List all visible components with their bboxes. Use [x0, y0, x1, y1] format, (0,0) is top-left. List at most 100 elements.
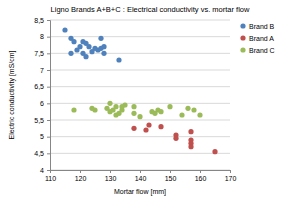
- tick-label: 120: [75, 175, 87, 182]
- tick: 6: [40, 100, 50, 107]
- point: [77, 44, 82, 49]
- point: [188, 144, 193, 149]
- point: [131, 104, 136, 109]
- tick-mark: [230, 170, 231, 173]
- point: [116, 57, 121, 62]
- grid-line: [50, 120, 230, 121]
- point: [143, 127, 148, 132]
- series: [131, 122, 217, 154]
- grid-line: [50, 36, 230, 37]
- tick-label: 130: [105, 175, 117, 182]
- point: [167, 104, 172, 109]
- tick-label: 8: [40, 33, 44, 40]
- point: [68, 51, 73, 56]
- y-axis: 4 4,5 5 5,5 6 6,5 7 7,5 8 8,5: [34, 17, 50, 174]
- point: [98, 36, 103, 41]
- point: [86, 44, 91, 49]
- tick-mark: [47, 53, 50, 54]
- tick-mark: [80, 170, 81, 173]
- tick-mark: [47, 170, 50, 171]
- point: [122, 102, 127, 107]
- grid-line: [50, 86, 230, 87]
- point: [191, 107, 196, 112]
- grid-line: [50, 136, 230, 137]
- tick-label: 8,5: [34, 17, 44, 24]
- y-axis-title: Electric conductivity [mS/cm]: [8, 50, 16, 139]
- background: [0, 0, 300, 200]
- tick-label: 150: [165, 175, 177, 182]
- tick-mark: [47, 70, 50, 71]
- point: [197, 112, 202, 117]
- point: [113, 104, 118, 109]
- point: [212, 149, 217, 154]
- point: [146, 122, 151, 127]
- point: [131, 111, 136, 116]
- title: Ligno Brands A+B+C : Electrical conducti…: [51, 5, 250, 14]
- tick: 6,5: [34, 83, 50, 90]
- series: [71, 101, 202, 120]
- tick: 150: [165, 170, 177, 182]
- legend-marker: [240, 23, 245, 28]
- tick-mark: [47, 87, 50, 88]
- tick-label: 170: [225, 175, 237, 182]
- axis-line: [51, 171, 231, 174]
- chart: 110 120 130 140 150 160 170 4 4,5 5 5,5 6 6,5 7 7,5 8 8,…: [0, 0, 300, 200]
- tick-mark: [170, 170, 171, 173]
- series: [62, 27, 121, 62]
- point: [62, 27, 67, 32]
- legend-label: Brand B: [249, 23, 275, 30]
- tick-mark: [110, 170, 111, 173]
- point: [83, 54, 88, 59]
- tick-mark: [200, 170, 201, 173]
- tick-label: 7,5: [34, 50, 44, 57]
- tick: 7: [40, 67, 50, 74]
- tick-mark: [47, 103, 50, 104]
- point: [185, 106, 190, 111]
- grid: [50, 20, 230, 170]
- tick: 140: [135, 170, 147, 182]
- tick-mark: [47, 137, 50, 138]
- x-axis: 110 120 130 140 150 160 170: [45, 170, 237, 182]
- legend-label: Brand C: [249, 47, 275, 54]
- tick: 130: [105, 170, 117, 182]
- point: [101, 51, 106, 56]
- marks: [62, 27, 217, 154]
- axis-line: [47, 21, 51, 171]
- tick-label: 140: [135, 175, 147, 182]
- tick-mark: [47, 37, 50, 38]
- grid-line: [50, 153, 230, 154]
- legend-marker: [240, 47, 245, 52]
- tick-mark: [47, 153, 50, 154]
- point: [71, 107, 76, 112]
- legend-label: Brand A: [249, 35, 274, 42]
- point: [179, 112, 184, 117]
- tick-mark: [47, 120, 50, 121]
- tick: 160: [195, 170, 207, 182]
- tick-label: 5,5: [34, 117, 44, 124]
- tick-label: 7: [40, 67, 44, 74]
- tick-label: 160: [195, 175, 207, 182]
- tick-label: 4,5: [34, 150, 44, 157]
- point: [158, 109, 163, 114]
- tick: 8: [40, 33, 50, 40]
- tick: 7,5: [34, 50, 50, 57]
- tick: 5: [40, 133, 50, 140]
- point: [71, 39, 76, 44]
- tick: 110: [45, 170, 56, 182]
- tick: 8,5: [34, 17, 50, 24]
- tick-label: 110: [45, 175, 56, 182]
- tick-label: 6,5: [34, 83, 44, 90]
- point: [131, 126, 136, 131]
- grid-line: [50, 70, 230, 71]
- tick: 4,5: [34, 150, 50, 157]
- tick: 170: [225, 170, 237, 182]
- tick-label: 5: [40, 133, 44, 140]
- tick: 120: [75, 170, 87, 182]
- point: [137, 114, 142, 119]
- tick-label: 4: [40, 167, 44, 174]
- x-axis-title: Mortar flow [mm]: [114, 188, 166, 196]
- point: [92, 107, 97, 112]
- tick: 5,5: [34, 117, 50, 124]
- point: [101, 44, 106, 49]
- plot: 110 120 130 140 150 160 170 4 4,5 5 5,5 6 6,5 7 7,5 8 8,…: [34, 17, 236, 182]
